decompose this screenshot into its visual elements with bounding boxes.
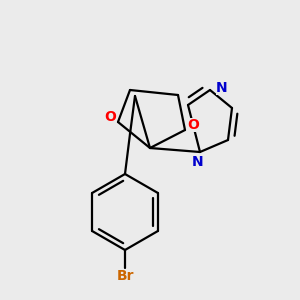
Text: O: O: [104, 110, 116, 124]
Text: N: N: [216, 81, 228, 95]
Text: N: N: [192, 155, 204, 169]
Text: O: O: [187, 118, 199, 132]
Text: Br: Br: [116, 269, 134, 283]
